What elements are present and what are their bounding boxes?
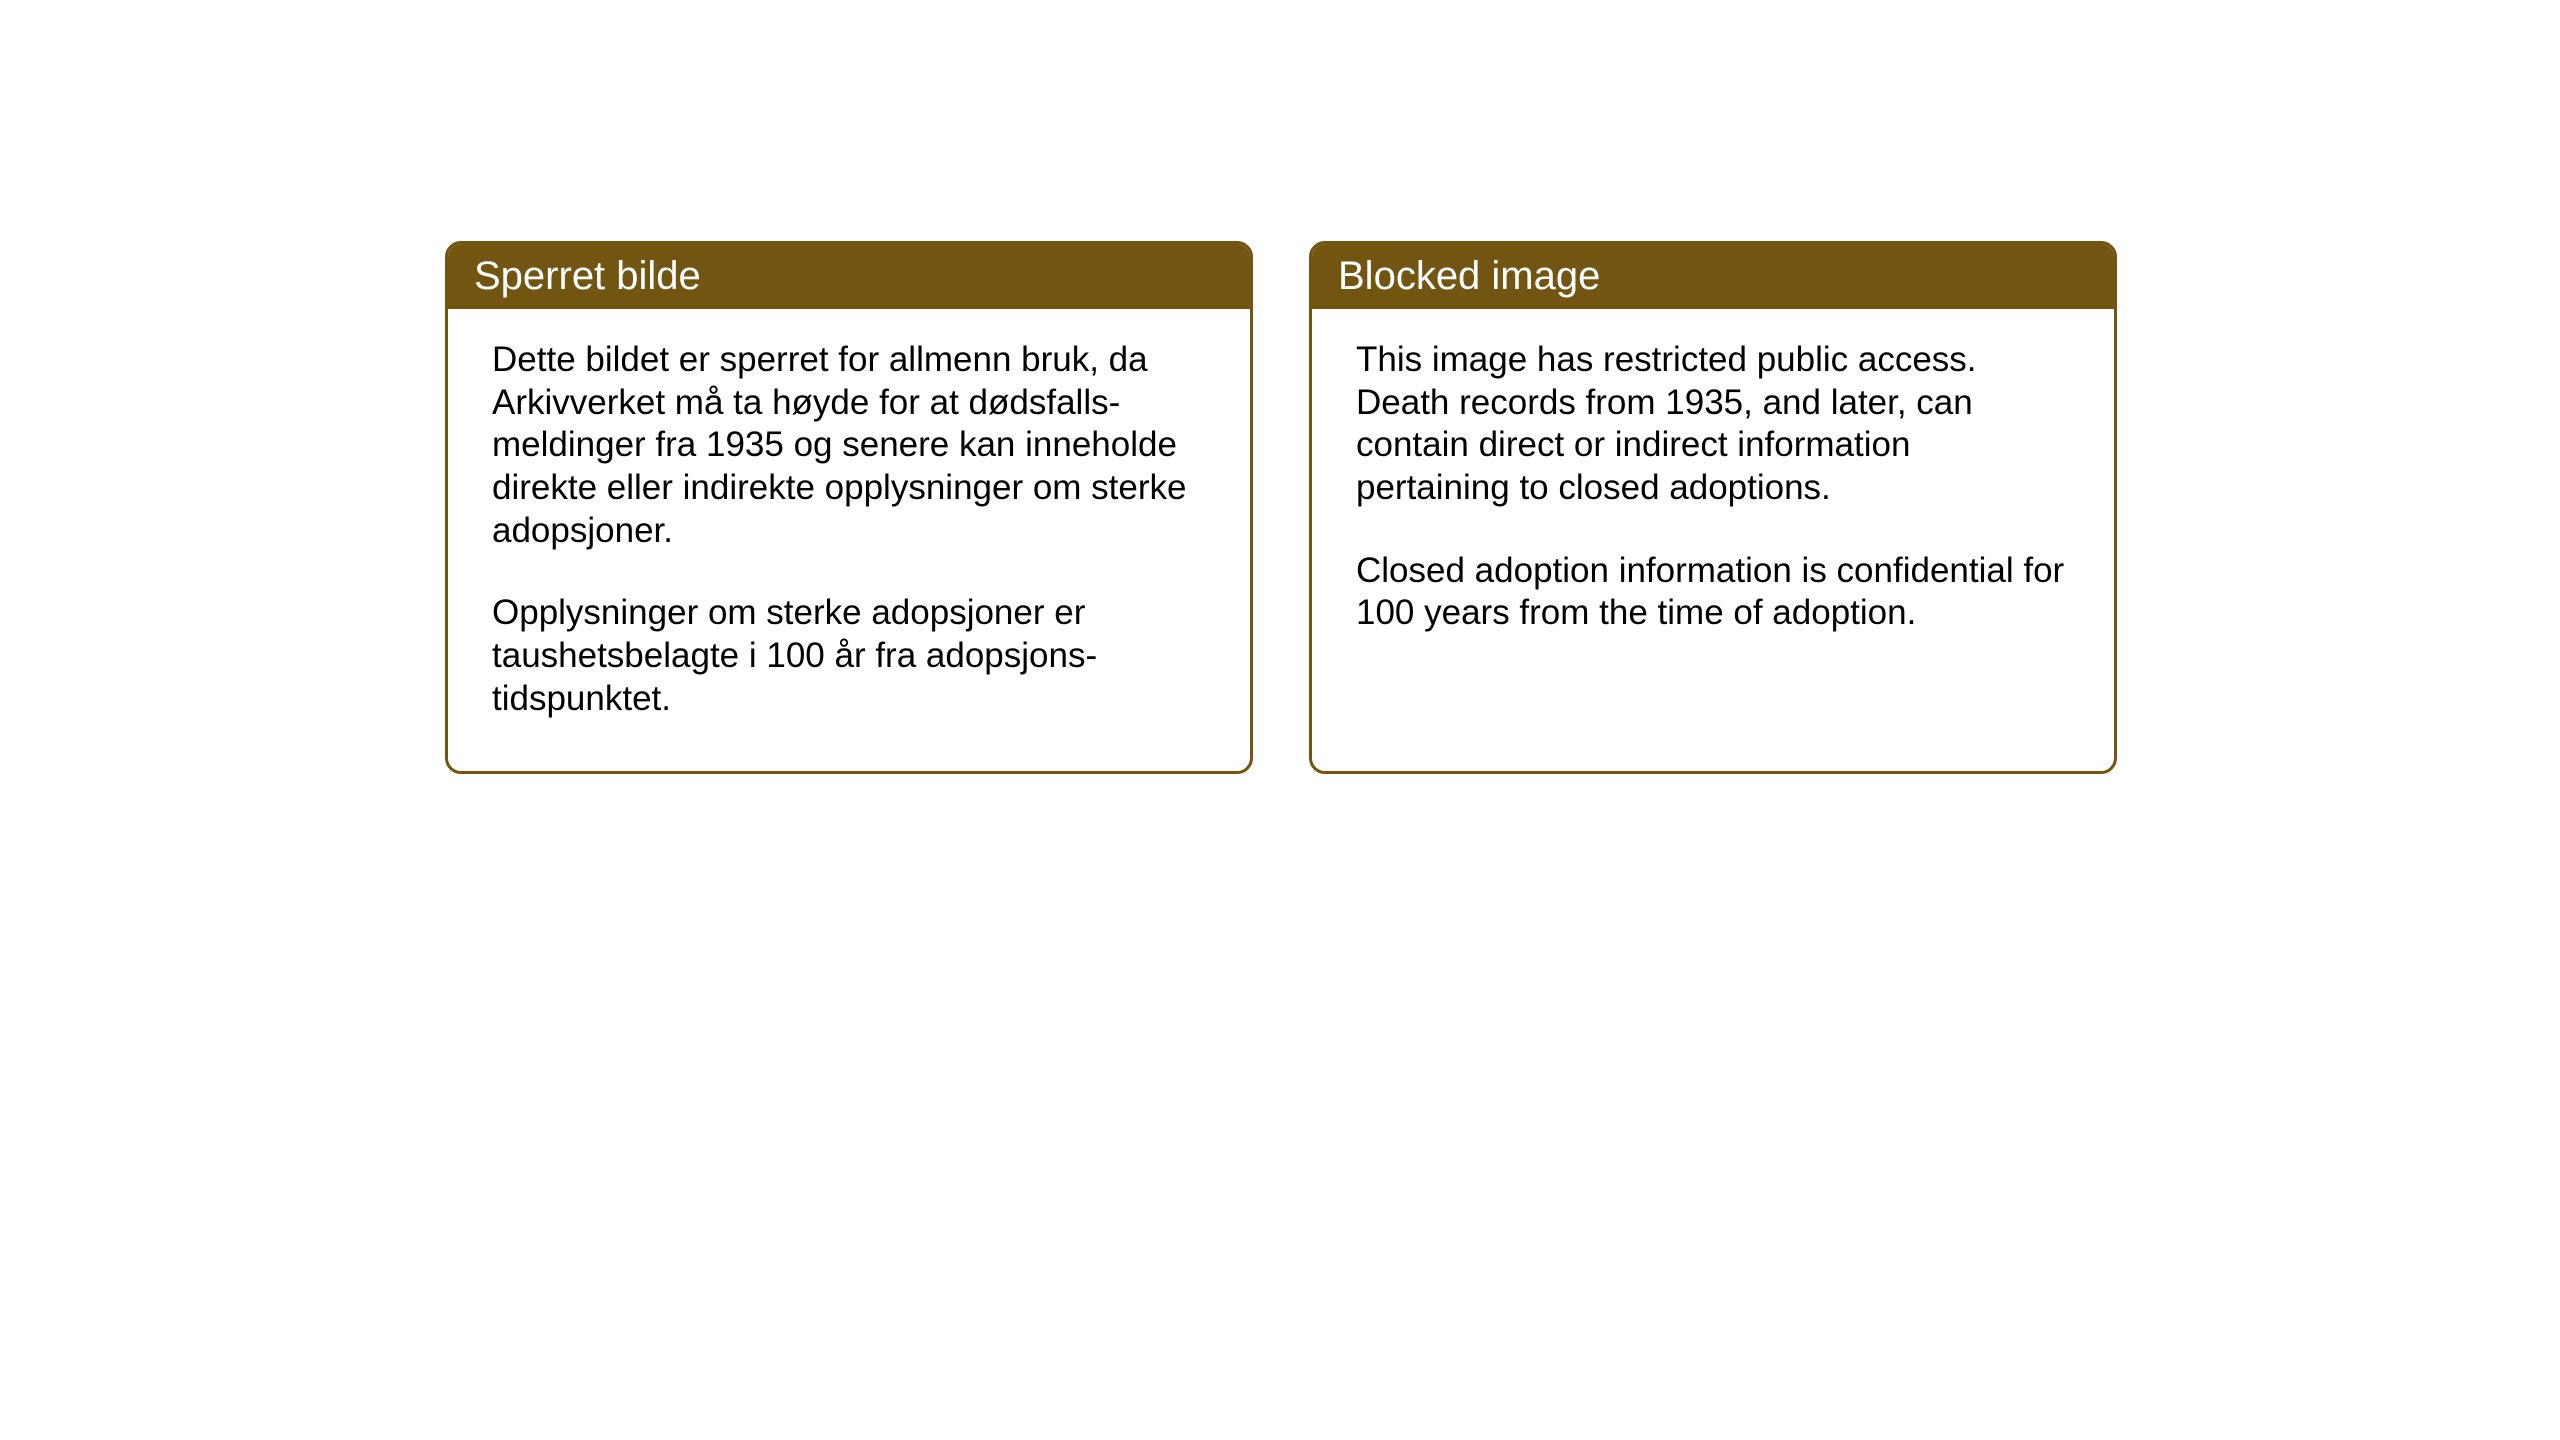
card-paragraph-2-english: Closed adoption information is confident… [1356, 550, 2070, 635]
card-paragraph-1-english: This image has restricted public access.… [1356, 339, 2070, 510]
card-title-norwegian: Sperret bilde [474, 254, 701, 298]
card-norwegian: Sperret bilde Dette bildet er sperret fo… [445, 241, 1253, 774]
card-english: Blocked image This image has restricted … [1309, 241, 2117, 774]
cards-container: Sperret bilde Dette bildet er sperret fo… [0, 0, 2560, 774]
card-header-norwegian: Sperret bilde [448, 244, 1250, 309]
card-body-norwegian: Dette bildet er sperret for allmenn bruk… [448, 309, 1250, 771]
card-paragraph-2-norwegian: Opplysninger om sterke adopsjoner er tau… [492, 592, 1206, 720]
card-header-english: Blocked image [1312, 244, 2114, 309]
card-body-english: This image has restricted public access.… [1312, 309, 2114, 685]
card-title-english: Blocked image [1338, 254, 1600, 298]
card-paragraph-1-norwegian: Dette bildet er sperret for allmenn bruk… [492, 339, 1206, 552]
